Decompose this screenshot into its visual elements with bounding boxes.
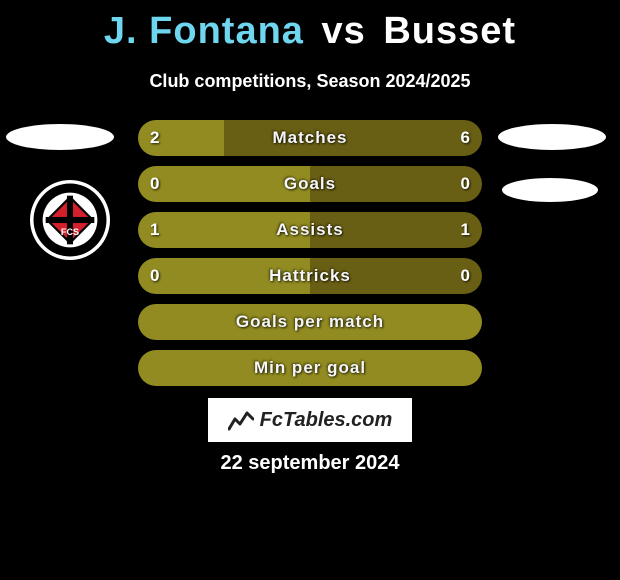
comparison-title: J. Fontana vs Busset: [0, 0, 620, 53]
stat-bar-label: Goals: [138, 166, 482, 202]
stat-bar-right-value: 6: [461, 120, 470, 156]
stat-bar: Goals0 0: [138, 166, 482, 202]
vs-text: vs: [322, 10, 366, 52]
stat-bar: Assists1 1: [138, 212, 482, 248]
player2-photo-placeholder: [498, 124, 606, 150]
player1-club-logo: FCS: [30, 180, 110, 260]
stat-bar-left-value: 1: [150, 212, 159, 248]
stat-bars: Matches26Goals00Assists11Hattricks00Goal…: [138, 120, 482, 396]
watermark-text: FcTables.com: [260, 409, 393, 432]
player1-name: J. Fontana: [104, 10, 304, 52]
stat-bar: Min per goal: [138, 350, 482, 386]
stat-bar-label: Min per goal: [138, 350, 482, 386]
stat-bar: Matches2 6: [138, 120, 482, 156]
stat-bar-label: Goals per match: [138, 304, 482, 340]
stat-bar: Hattricks0 0: [138, 258, 482, 294]
stat-bar-left-value: 2: [150, 120, 159, 156]
stat-bar-left-value: 0: [150, 166, 159, 202]
stat-bar-left-value: 0: [150, 258, 159, 294]
stat-bar-label: Hattricks: [138, 258, 482, 294]
player1-photo-placeholder: [6, 124, 114, 150]
player2-name: Busset: [383, 10, 516, 52]
player2-club-placeholder: [502, 178, 598, 202]
stat-bar-label: Matches: [138, 120, 482, 156]
stat-bar-right-value: 0: [461, 258, 470, 294]
svg-text:FCS: FCS: [61, 227, 79, 237]
stat-bar: Goals per match: [138, 304, 482, 340]
stat-bar-label: Assists: [138, 212, 482, 248]
stat-bar-right-value: 0: [461, 166, 470, 202]
watermark: FcTables.com: [208, 398, 412, 442]
stat-bar-right-value: 1: [461, 212, 470, 248]
date-text: 22 september 2024: [0, 452, 620, 475]
subtitle: Club competitions, Season 2024/2025: [0, 71, 620, 92]
